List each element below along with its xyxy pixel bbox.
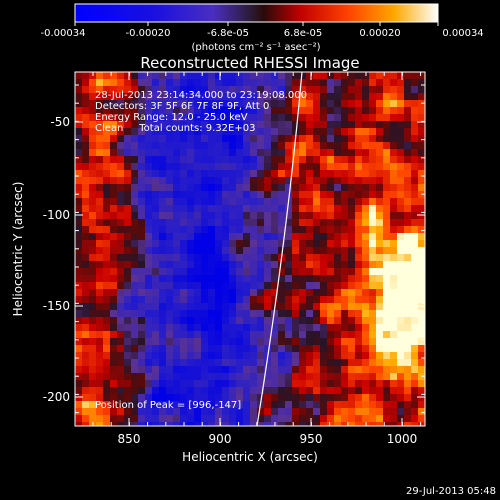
- info-time-range: 28-Jul-2013 23:14:34.000 to 23:19:08.000: [95, 90, 307, 101]
- solar-limb-line: [256, 72, 303, 426]
- peak-position: Position of Peak = [996,-147]: [95, 400, 241, 411]
- info-counts: Clean Total counts: 9.32E+03: [95, 123, 255, 134]
- y-axis-label: Heliocentric Y (arcsec): [11, 182, 25, 317]
- y-axis: -50 -100 -150 -200 Heliocentric Y (arcse…: [11, 115, 70, 404]
- colorbar-tick-label: 0.00034: [442, 28, 483, 39]
- colorbar-units-label: (photons cm⁻² s⁻¹ asec⁻²): [191, 42, 320, 53]
- colorbar-gradient: [75, 4, 438, 22]
- x-tick-label: 1000: [387, 432, 418, 446]
- colorbar-tick-label: -6.8e-05: [207, 28, 249, 39]
- info-overlay: 28-Jul-2013 23:14:34.000 to 23:19:08.000…: [95, 90, 307, 411]
- rhessi-image: [75, 72, 425, 426]
- y-tick-label: -200: [43, 390, 70, 404]
- colorbar-tick-label: 0.00020: [359, 28, 400, 39]
- colorbar-tick-label: -0.00034: [41, 28, 86, 39]
- x-axis-label: Heliocentric X (arcsec): [182, 450, 318, 464]
- y-tick-label: -150: [43, 299, 70, 313]
- axis-ticks: [75, 72, 425, 426]
- x-tick-label: 900: [209, 432, 232, 446]
- x-axis: 850 900 950 1000 Heliocentric X (arcsec): [118, 432, 418, 464]
- plot-title: Reconstructed RHESSI Image: [140, 54, 359, 72]
- info-energy-range: Energy Range: 12.0 - 25.0 keV: [95, 112, 248, 123]
- colorbar-tick-label: -0.00020: [126, 28, 171, 39]
- info-detectors: Detectors: 3F 5F 6F 7F 8F 9F, Att 0: [95, 101, 269, 112]
- colorbar-ticks: [74, 22, 439, 26]
- x-tick-label: 850: [118, 432, 141, 446]
- x-tick-label: 950: [300, 432, 323, 446]
- colorbar-tick-label: 6.8e-05: [284, 28, 322, 39]
- colorbar-frame: [74, 3, 439, 23]
- colorbar: -0.00034 -0.00020 -6.8e-05 6.8e-05 0.000…: [41, 3, 484, 53]
- y-tick-label: -50: [50, 115, 70, 129]
- y-tick-label: -100: [43, 208, 70, 222]
- footer-timestamp: 29-Jul-2013 05:48: [406, 486, 496, 497]
- image-pixel-grid: [75, 72, 425, 426]
